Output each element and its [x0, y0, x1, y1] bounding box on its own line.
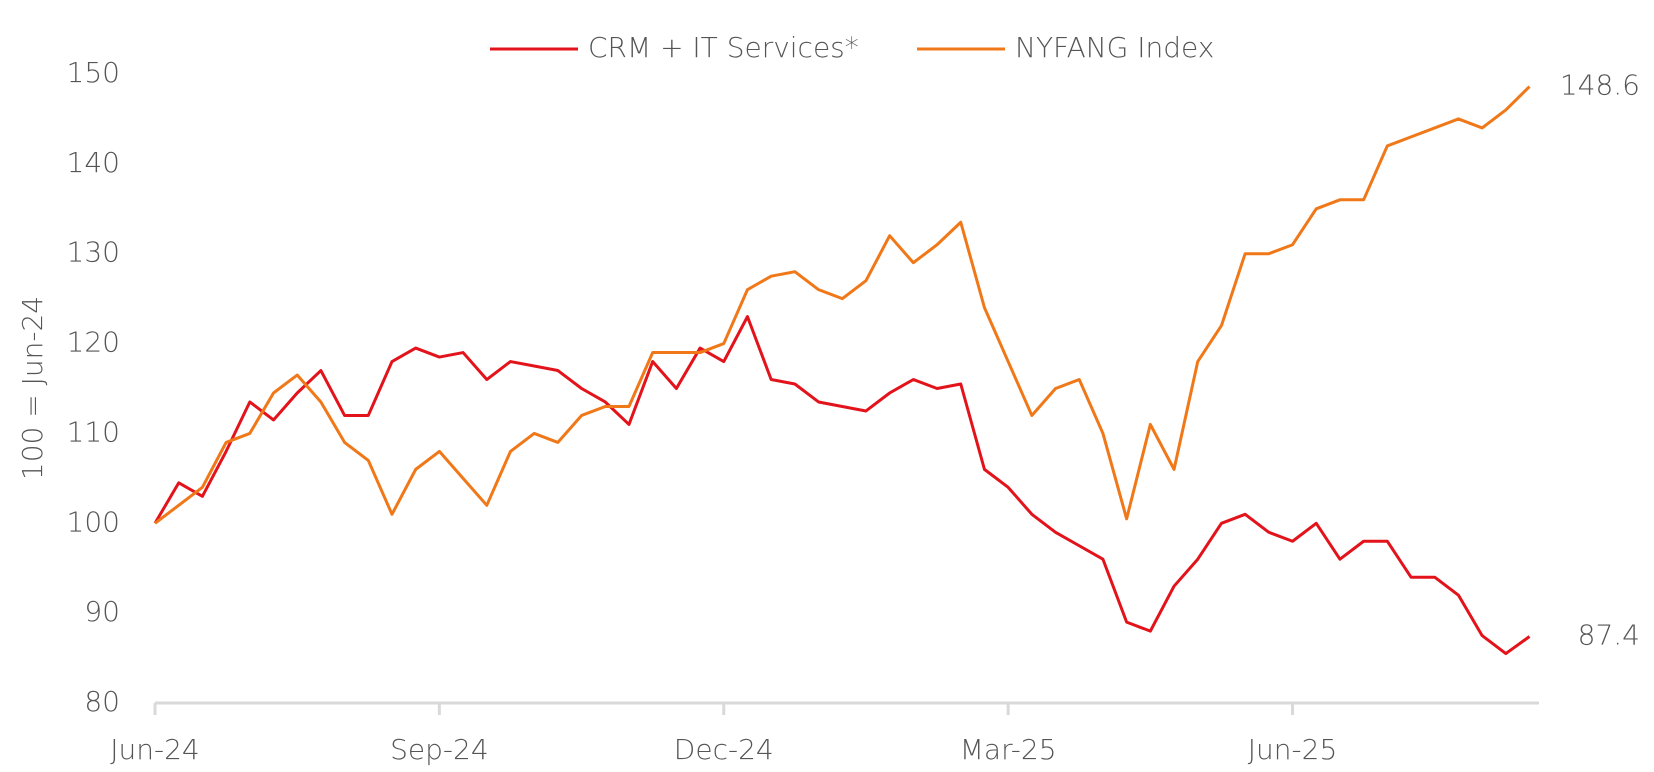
x-tick-label: Mar-25 [960, 733, 1057, 766]
x-tick-label: Sep-24 [390, 733, 489, 766]
x-tick-label: Jun-25 [1248, 733, 1337, 766]
y-axis-label: 100 = Jun-24 [16, 296, 49, 480]
y-tick-label: 120 [67, 326, 120, 359]
y-tick-label: 80 [84, 685, 120, 718]
series-line [154, 85, 1531, 525]
y-tick-label: 150 [67, 56, 120, 89]
end-value-label: 87.4 [1578, 619, 1640, 652]
y-tick-label: 140 [67, 146, 120, 179]
y-tick-label: 90 [84, 595, 120, 628]
end-value-label: 148.6 [1560, 69, 1640, 102]
x-tick-label: Jun-24 [110, 733, 199, 766]
legend-label: NYFANG Index [1015, 31, 1214, 64]
x-tick-label: Dec-24 [674, 733, 774, 766]
y-tick-label: 130 [67, 236, 120, 269]
legend-label: CRM + IT Services* [588, 31, 859, 64]
y-tick-label: 110 [67, 415, 120, 448]
y-tick-label: 100 [67, 505, 120, 538]
series-line [153, 315, 1531, 656]
